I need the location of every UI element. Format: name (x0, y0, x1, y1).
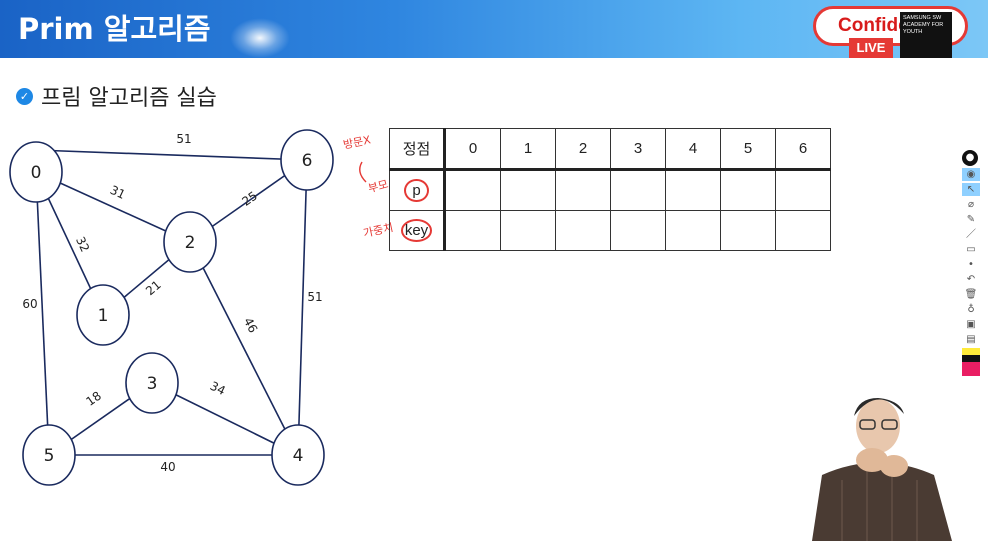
weight-6-4: 51 (307, 290, 322, 304)
dot-icon[interactable]: • (968, 259, 974, 270)
undo-icon[interactable]: ↶ (966, 274, 976, 285)
weight-0-5: 60 (22, 297, 37, 311)
table-cell (500, 210, 556, 251)
row-label-key: key (389, 210, 446, 251)
table-cell (444, 210, 501, 251)
table-cell (775, 169, 831, 211)
table-cell (665, 210, 721, 251)
eye-icon[interactable]: ◉ (962, 168, 980, 181)
trash-icon[interactable]: 🗑 (964, 289, 978, 300)
eraser-icon[interactable]: ⌀ (967, 199, 975, 210)
page-title: Prim 알고리즘 (18, 12, 211, 46)
samsung-logo: SAMSUNG SW ACADEMY FOR YOUTH (900, 12, 952, 58)
weight-2-4: 46 (241, 315, 260, 335)
edge-6-4 (297, 159, 308, 456)
node-label-6: 6 (302, 151, 313, 171)
node-label-2: 2 (185, 233, 196, 253)
annotation-arrow (359, 161, 367, 183)
circled-label: p (404, 179, 429, 202)
weight-3-4: 34 (208, 379, 228, 398)
node-4 (271, 424, 325, 486)
weight-0-1: 32 (73, 234, 92, 254)
node-0 (9, 141, 63, 203)
table-row-p: p (389, 169, 831, 211)
weight-1-2: 21 (143, 278, 164, 299)
table-col-1: 1 (500, 128, 556, 171)
cursor-icon[interactable]: ↖ (962, 183, 980, 196)
table-col-0: 0 (444, 128, 501, 171)
annotation-toolbar: ● ◉ ↖ ⌀ ✎ ／ ▭ • ↶ 🗑 ♁ ▣ ▤ (962, 148, 982, 388)
presenter-figure (812, 398, 952, 541)
row-label-p: p (389, 169, 446, 211)
live-badge: LIVE (849, 38, 893, 58)
presenter-webcam (812, 380, 958, 541)
table-cell (720, 210, 776, 251)
edge-0-2 (35, 171, 191, 243)
weight-5-4: 40 (160, 460, 175, 474)
edge-0-6 (35, 149, 308, 161)
node-label-0: 0 (31, 163, 42, 183)
table-cell (555, 210, 611, 251)
table-col-3: 3 (610, 128, 666, 171)
stamp-icon[interactable]: ♁ (967, 304, 975, 315)
node-2 (163, 211, 217, 273)
weight-5-3: 18 (83, 389, 104, 409)
node-5 (22, 424, 76, 486)
circled-label: key (400, 219, 433, 242)
table-header-vertex: 정점 (389, 128, 446, 171)
marker-icon[interactable]: ／ (966, 229, 976, 240)
table-cell (610, 210, 666, 251)
table-cell (665, 169, 721, 211)
banner-glow (230, 18, 290, 58)
palette-icon[interactable] (962, 348, 980, 376)
prim-table: 정점 0 1 2 3 4 5 6 p key (389, 128, 831, 251)
table-header-row: 정점 0 1 2 3 4 5 6 (389, 128, 831, 171)
section-heading: ✓ 프림 알고리즘 실습 (16, 80, 217, 112)
marker-2-icon[interactable]: ▭ (966, 244, 976, 255)
edge-2-4 (189, 241, 299, 456)
title-banner: Prim 알고리즘 Confide LIVE SAMSUNG SW ACADEM… (0, 0, 988, 58)
table-col-5: 5 (720, 128, 776, 171)
pen-icon[interactable]: ✎ (966, 214, 976, 225)
table-col-6: 6 (775, 128, 831, 171)
check-icon: ✓ (16, 87, 33, 105)
edge-0-5 (35, 171, 50, 456)
table-cell (610, 169, 666, 211)
table-cell (555, 169, 611, 211)
node-label-1: 1 (98, 306, 109, 326)
table-col-4: 4 (665, 128, 721, 171)
table-cell (500, 169, 556, 211)
table-col-2: 2 (555, 128, 611, 171)
clipboard-icon[interactable]: ▤ (966, 334, 976, 345)
section-title: 프림 알고리즘 실습 (41, 86, 217, 111)
weight-0-6: 51 (176, 132, 191, 146)
node-label-5: 5 (44, 446, 55, 466)
node-6 (280, 129, 334, 191)
node-3 (125, 352, 179, 414)
confidential-text: Confide (838, 15, 909, 36)
bulb-icon[interactable]: ● (962, 150, 978, 166)
node-label-3: 3 (147, 374, 158, 394)
weight-0-2: 31 (108, 183, 128, 202)
node-label-4: 4 (293, 446, 304, 466)
table-cell (444, 169, 501, 211)
node-1 (76, 284, 130, 346)
table-cell (720, 169, 776, 211)
table-row-key: key (389, 210, 831, 251)
table-cell (775, 210, 831, 251)
camera-icon[interactable]: ▣ (966, 319, 976, 330)
